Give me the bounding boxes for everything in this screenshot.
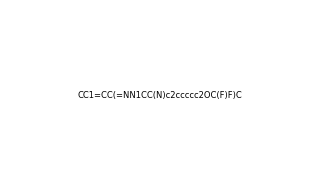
Text: CC1=CC(=NN1CC(N)c2ccccc2OC(F)F)C: CC1=CC(=NN1CC(N)c2ccccc2OC(F)F)C: [78, 91, 242, 100]
